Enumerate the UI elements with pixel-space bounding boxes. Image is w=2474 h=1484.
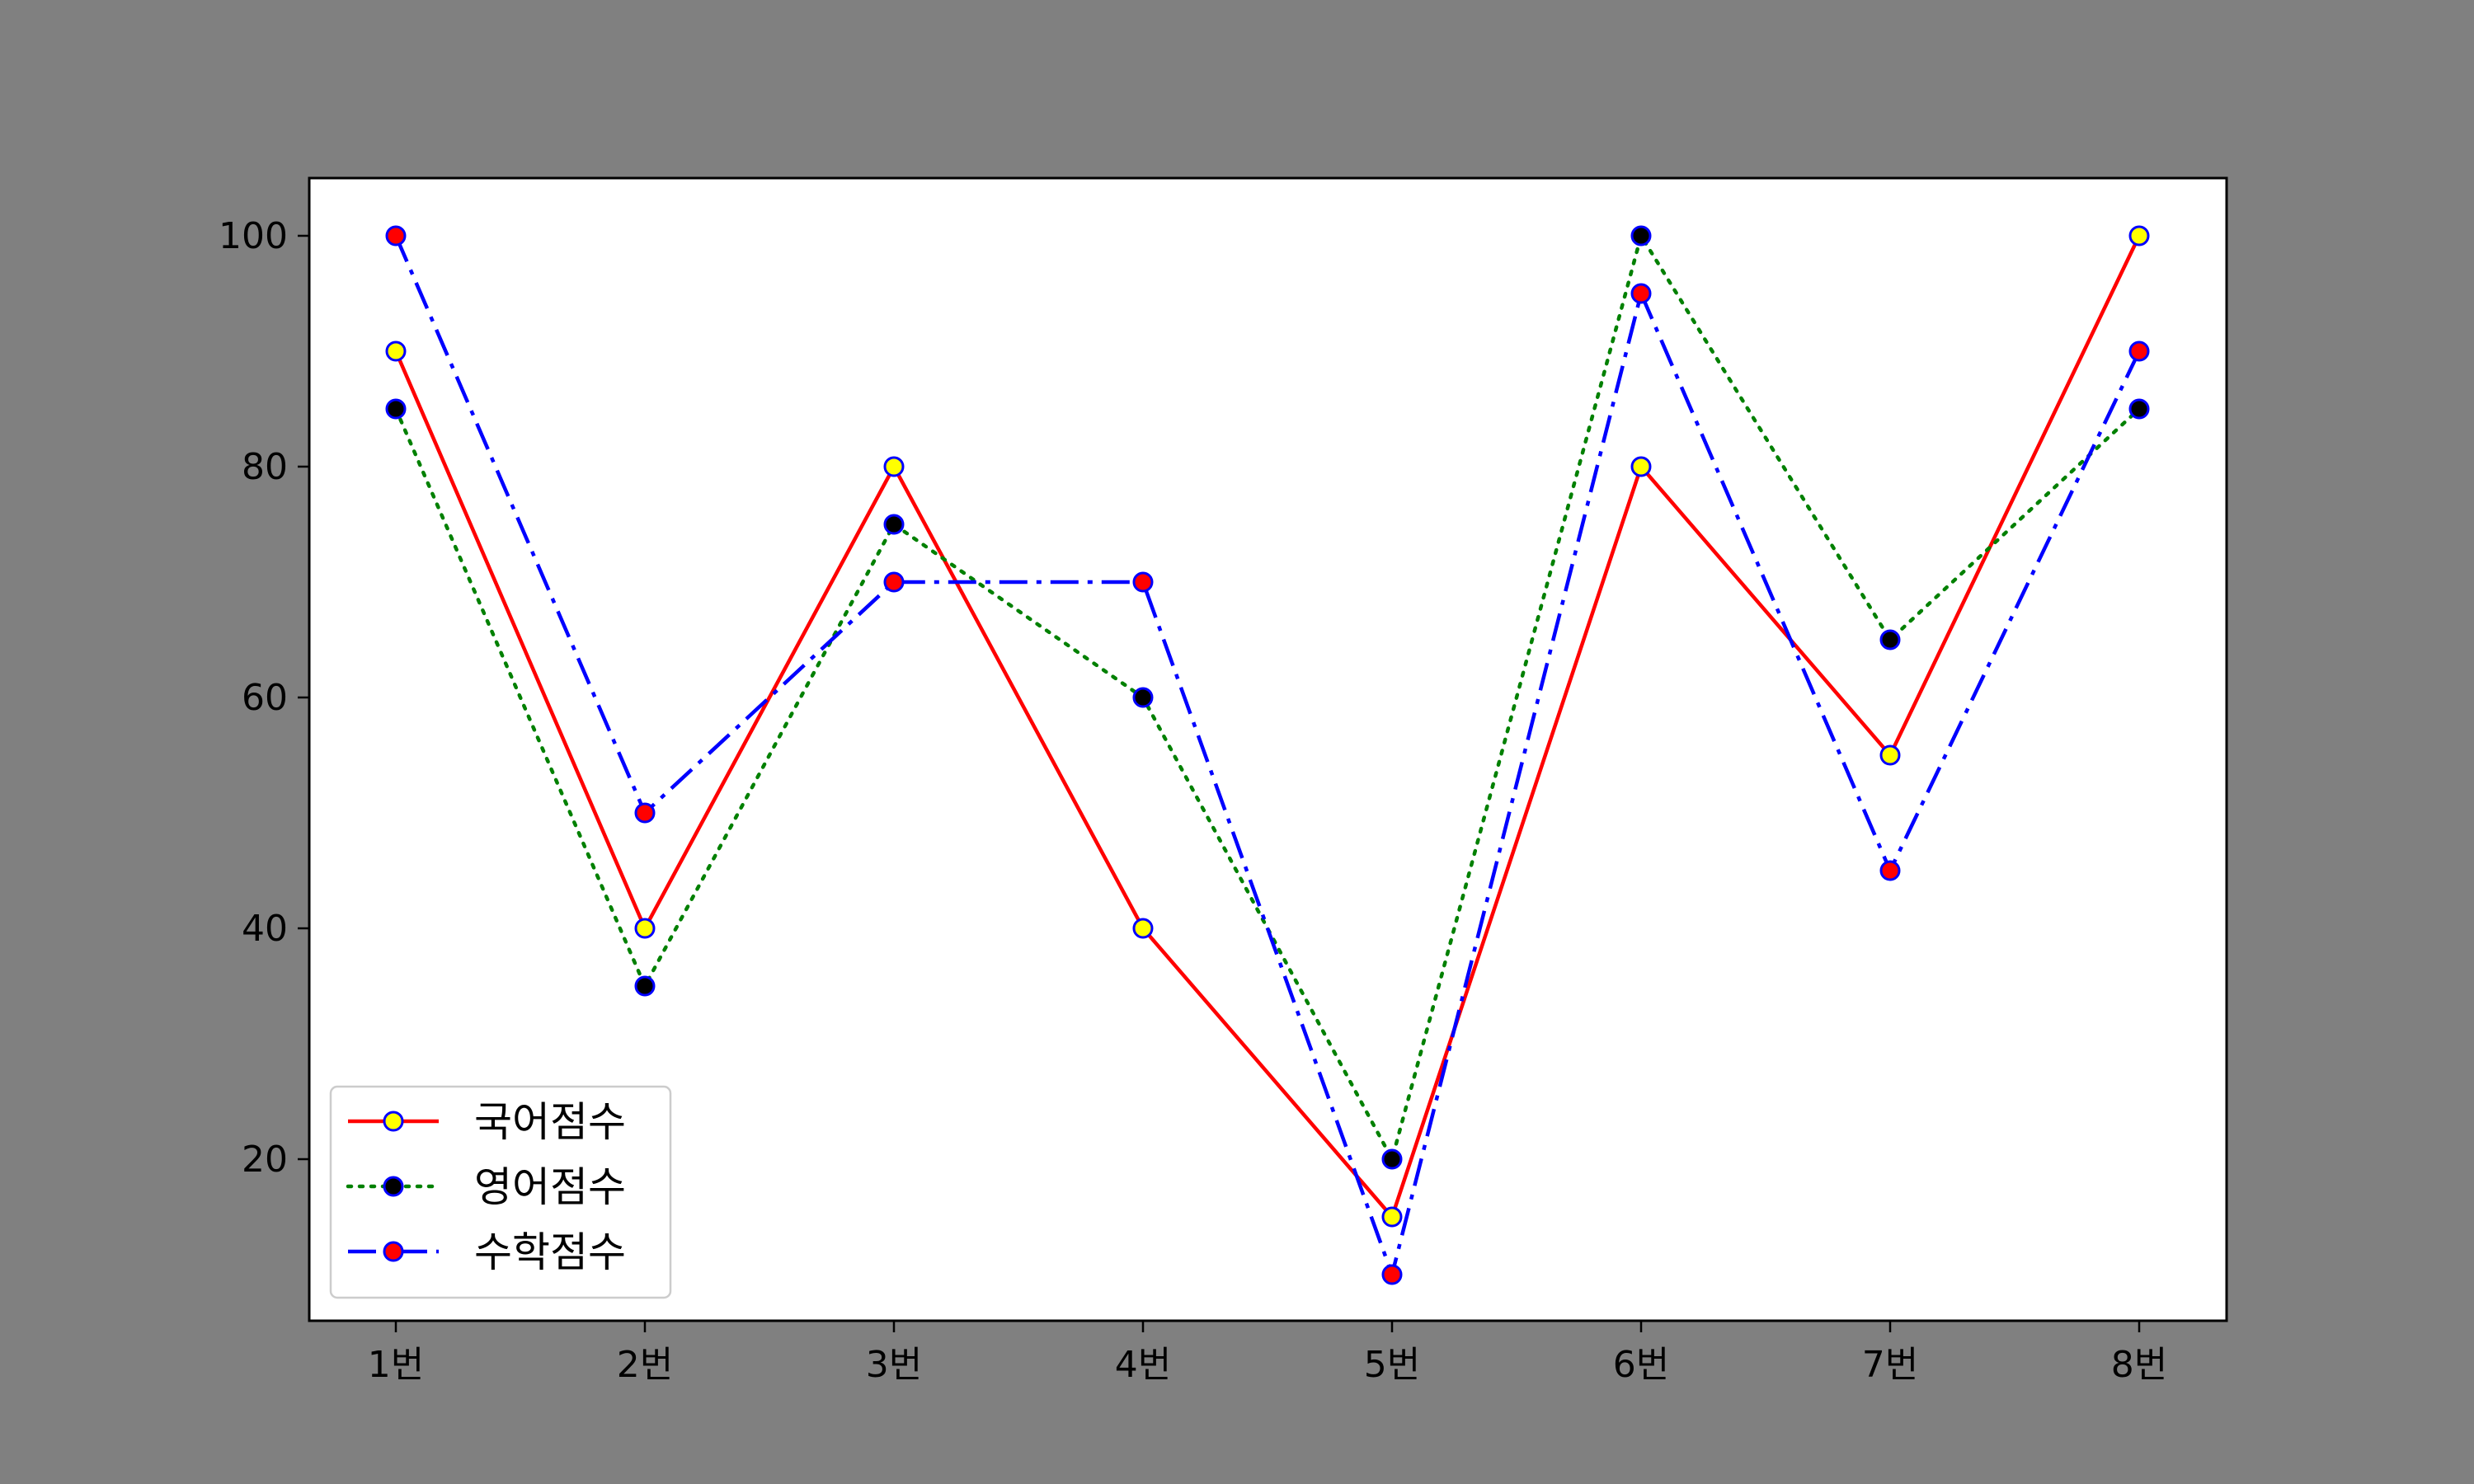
- data-point: [2128, 340, 2150, 362]
- data-point: [385, 340, 407, 362]
- data-point: [1132, 918, 1154, 939]
- plot-frame: [308, 176, 2228, 1322]
- x-tick-label: 3번: [866, 1344, 922, 1386]
- data-point: [1630, 225, 1652, 247]
- x-tick-label: 6번: [1613, 1344, 1669, 1386]
- x-tick-label: 5번: [1364, 1344, 1420, 1386]
- legend-marker: [383, 1176, 404, 1197]
- data-point: [634, 975, 656, 997]
- data-point: [1879, 860, 1901, 881]
- series-3: [393, 235, 2142, 1281]
- data-point: [883, 456, 905, 477]
- data-point: [1381, 1148, 1403, 1170]
- series-3-markers: [385, 225, 2150, 1285]
- x-tick-label: 2번: [617, 1344, 673, 1386]
- series-line: [393, 235, 2142, 1281]
- series-layer: [385, 225, 2150, 1285]
- data-point: [1381, 1206, 1403, 1228]
- legend-label: 국어점수: [474, 1098, 626, 1146]
- y-tick-label: 80: [242, 446, 288, 488]
- data-point: [1132, 687, 1154, 708]
- legend-label: 수학점수: [474, 1228, 626, 1276]
- data-point: [2128, 398, 2150, 420]
- data-point: [1132, 571, 1154, 593]
- legend-marker: [383, 1241, 404, 1262]
- y-tick-label: 40: [242, 908, 288, 950]
- data-point: [634, 802, 656, 824]
- legend-marker: [383, 1111, 404, 1132]
- x-tick-label: 8번: [2111, 1344, 2167, 1386]
- data-point: [2128, 225, 2150, 247]
- data-point: [385, 398, 407, 420]
- data-point: [1630, 456, 1652, 477]
- data-point: [1879, 744, 1901, 766]
- legend-entry: 수학점수: [348, 1228, 626, 1276]
- series-line: [393, 235, 2142, 1221]
- data-point: [385, 225, 407, 247]
- y-tick-label: 100: [219, 215, 288, 257]
- y-tick-label: 60: [242, 677, 288, 719]
- series-1: [393, 235, 2142, 1221]
- axis-layer: 1번 2번 3번 4번 5번 6번 7번 8번 20 40 60 80 100: [219, 176, 2228, 1386]
- data-point: [1630, 283, 1652, 304]
- legend-entry: 영어점수: [346, 1163, 626, 1211]
- x-tick-label: 7번: [1862, 1344, 1918, 1386]
- x-tick-label: 4번: [1115, 1344, 1171, 1386]
- series-1-markers: [385, 225, 2150, 1228]
- legend-entry: 국어점수: [348, 1098, 626, 1146]
- data-point: [634, 918, 656, 939]
- data-point: [1879, 629, 1901, 650]
- y-tick-label: 20: [242, 1139, 288, 1181]
- data-point: [1381, 1264, 1403, 1285]
- legend-label: 영어점수: [474, 1163, 626, 1211]
- data-point: [883, 571, 905, 593]
- legend-frame: [329, 1085, 672, 1299]
- series-2-markers: [385, 225, 2150, 1170]
- data-point: [883, 514, 905, 535]
- x-tick-label: 1번: [368, 1344, 424, 1386]
